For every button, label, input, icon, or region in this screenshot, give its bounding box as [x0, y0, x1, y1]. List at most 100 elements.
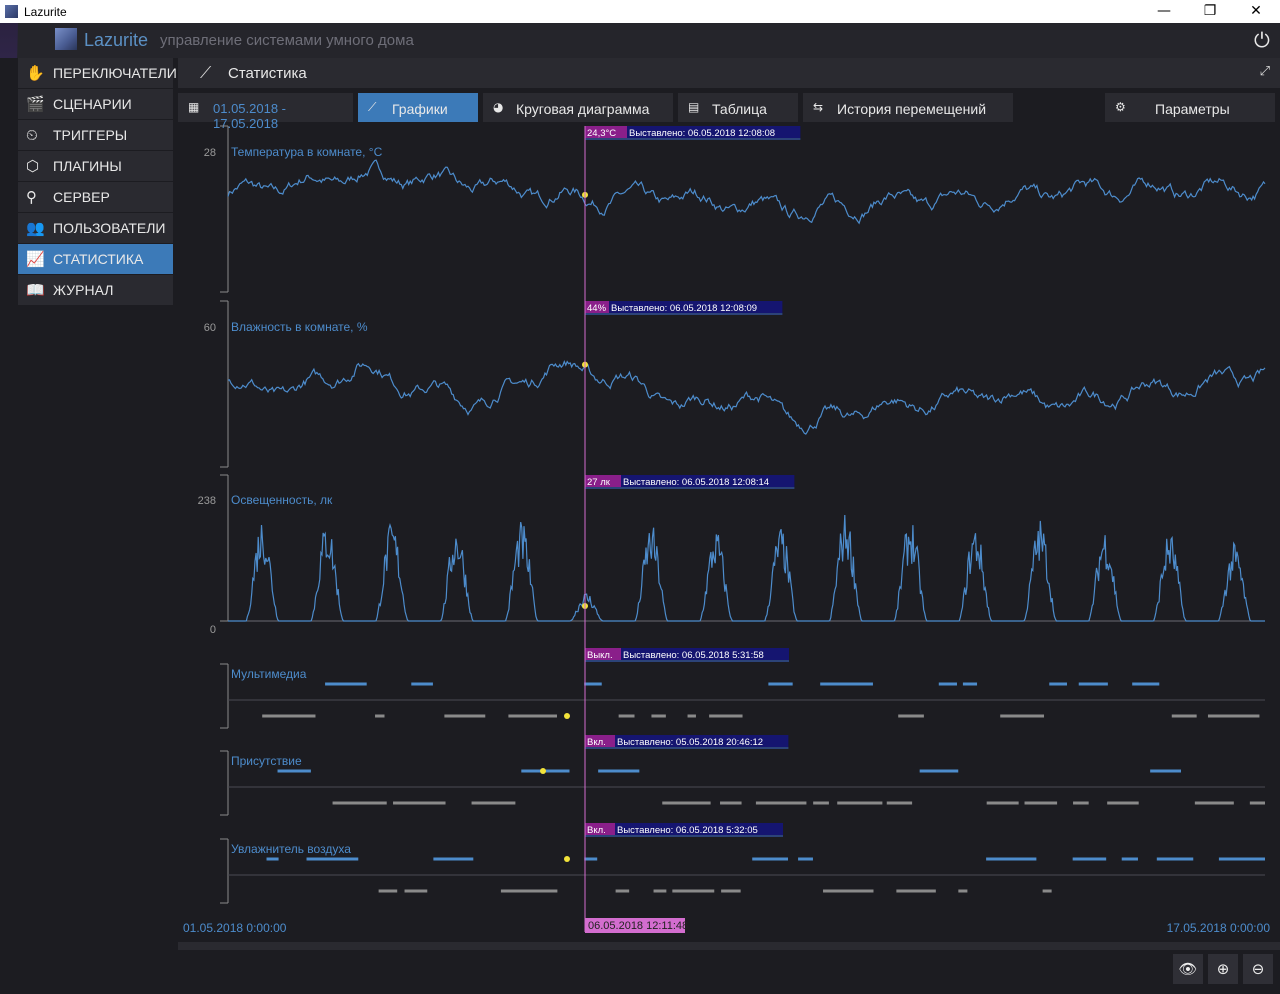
timer-icon: ⏲ [26, 126, 38, 144]
tooltip-value: 27 лк [587, 477, 611, 488]
chart-title: Присутствие [231, 754, 302, 768]
tab-table[interactable]: ▤ Таблица [678, 93, 798, 122]
route-icon: ⇆ [813, 100, 824, 114]
tooltip-value: 44% [587, 303, 607, 314]
tooltip-value-bg [585, 735, 615, 747]
tooltip-value-bg [585, 648, 621, 660]
date-range-label: 01.05.2018 - 17.05.2018 [213, 101, 287, 131]
pie-chart-icon: ◕ [493, 100, 504, 114]
page-title: Статистика [228, 65, 307, 82]
app-icon [5, 5, 18, 18]
tooltip-value-bg [585, 475, 621, 487]
tab-pie-chart[interactable]: ◕ Круговая диаграмма [483, 93, 673, 122]
y-max-label: 60 [204, 322, 216, 334]
tooltip-text: Выставлено: 06.05.2018 12:08:14 [623, 477, 769, 488]
cursor-time-bg [585, 918, 685, 933]
line-chart-icon: ⟋ [368, 100, 377, 114]
sidebar-item-5[interactable]: 👥 ПОЛЬЗОВАТЕЛИ [18, 213, 173, 244]
calendar-icon: ▦ [188, 100, 200, 114]
tooltip-text-bg [615, 735, 789, 747]
tooltip-value: Вкл. [587, 737, 606, 748]
tooltip-value-bg [585, 126, 627, 138]
zoom-out-icon[interactable]: ⊖ [1243, 954, 1273, 984]
sidebar-item-6[interactable]: 📈 СТАТИСТИКА [18, 244, 173, 275]
sidebar-item-label: ПЕРЕКЛЮЧАТЕЛИ [53, 65, 177, 81]
sidebar-item-label: ПЛАГИНЫ [53, 158, 122, 174]
chart-icon: ⟋ [200, 63, 212, 82]
sidebar-item-0[interactable]: ✋ ПЕРЕКЛЮЧАТЕЛИ [18, 58, 177, 89]
chart-title: Температура в комнате, °С [231, 145, 383, 159]
tooltip-value: Вкл. [587, 825, 606, 836]
tooltip-text-bg [627, 126, 801, 138]
journal-icon: 📖 [26, 281, 45, 299]
app-header [0, 23, 1280, 58]
sidebar-item-3[interactable]: ⬡ ПЛАГИНЫ [18, 151, 173, 182]
page-header: ⟋ Статистика ⤢ [178, 58, 1280, 88]
tooltip-text-bg [621, 475, 795, 487]
server-icon: ⚲ [26, 188, 37, 206]
tab-table-label: Таблица [712, 101, 767, 117]
power-icon[interactable]: ⏻ [1254, 28, 1270, 52]
tooltip-text-bg [609, 301, 783, 313]
window-title: Lazurite [24, 5, 67, 19]
app-subtitle: управление системами умного дома [160, 32, 414, 49]
fullscreen-icon[interactable]: ⤢ [1259, 64, 1270, 79]
y-max-label: 28 [204, 147, 216, 159]
horizontal-scrollbar[interactable] [178, 942, 1280, 950]
tooltip-text-bg [621, 648, 789, 660]
chart-title: Влажность в комнате, % [231, 320, 368, 334]
app-name: Lazurite [84, 30, 149, 50]
gear-icon: ⚙ [1115, 100, 1126, 114]
tab-charts-label: Графики [392, 101, 448, 117]
axis-start-label: 01.05.2018 0:00:00 [183, 921, 287, 935]
date-range-picker[interactable]: ▦ 01.05.2018 - 17.05.2018 [178, 93, 353, 131]
minimize-button[interactable]: — [1157, 3, 1171, 19]
sidebar-item-label: ТРИГГЕРЫ [53, 127, 128, 143]
tooltip-value: Выкл. [587, 650, 613, 661]
chart-title: Мультимедиа [231, 667, 307, 681]
sidebar-item-label: СЦЕНАРИИ [53, 96, 132, 112]
switches-icon: ✋ [26, 64, 45, 82]
sidebar-item-label: СТАТИСТИКА [53, 251, 144, 267]
sidebar-item-label: ПОЛЬЗОВАТЕЛИ [53, 220, 166, 236]
tooltip-text: Выставлено: 06.05.2018 5:32:05 [617, 825, 758, 836]
tooltip-value-bg [585, 301, 609, 313]
settings-button[interactable]: ⚙ Параметры [1105, 93, 1275, 122]
visibility-eye-icon[interactable]: 👁 [1173, 954, 1203, 984]
series-line [227, 159, 1266, 225]
series-line [228, 514, 1265, 622]
tooltip-text: Выставлено: 06.05.2018 12:08:09 [611, 303, 757, 314]
tooltip-text: Выставлено: 06.05.2018 5:31:58 [623, 650, 764, 661]
cursor-point [564, 713, 570, 719]
users-icon: 👥 [26, 219, 45, 237]
maximize-button[interactable]: ❐ [1203, 3, 1217, 19]
sidebar-item-2[interactable]: ⏲ ТРИГГЕРЫ [18, 120, 173, 151]
y-min-label: 0 [210, 624, 216, 636]
window-titlebar: Lazurite — ❐ ✕ [0, 0, 1280, 23]
tooltip-text: Выставлено: 05.05.2018 20:46:12 [617, 737, 763, 748]
tab-pie-label: Круговая диаграмма [516, 101, 650, 117]
sidebar-item-7[interactable]: 📖 ЖУРНАЛ [18, 275, 173, 306]
cursor-time-label: 06.05.2018 12:11:48 [588, 920, 688, 932]
cube-icon: ⬡ [26, 157, 40, 175]
close-button[interactable]: ✕ [1250, 3, 1262, 19]
tab-movement-history[interactable]: ⇆ История перемещений [803, 93, 1013, 122]
chart-title: Освещенность, лк [231, 493, 333, 507]
sidebar-item-1[interactable]: 🎬 СЦЕНАРИИ [18, 89, 173, 120]
tooltip-text-bg [615, 823, 783, 835]
table-icon: ▤ [688, 100, 700, 114]
cursor-point [564, 856, 570, 862]
y-max-label: 238 [198, 495, 216, 507]
sidebar-item-4[interactable]: ⚲ СЕРВЕР [18, 182, 173, 213]
logo-icon [55, 28, 77, 50]
clapperboard-icon: 🎬 [26, 95, 45, 113]
sidebar-item-label: СЕРВЕР [53, 189, 110, 205]
axis-end-label: 17.05.2018 0:00:00 [1167, 921, 1271, 935]
charts-panel[interactable]: 28 Температура в комнате, °С 24,3°С Выставл… [178, 122, 1280, 942]
charts-svg[interactable]: 28 Температура в комнате, °С 24,3°С Выставл… [178, 122, 1280, 942]
cursor-point [540, 768, 546, 774]
tooltip-value-bg [585, 823, 615, 835]
tooltip-text: Выставлено: 06.05.2018 12:08:08 [629, 128, 775, 139]
zoom-in-icon[interactable]: ⊕ [1208, 954, 1238, 984]
tab-charts[interactable]: ⟋ Графики [358, 93, 478, 122]
